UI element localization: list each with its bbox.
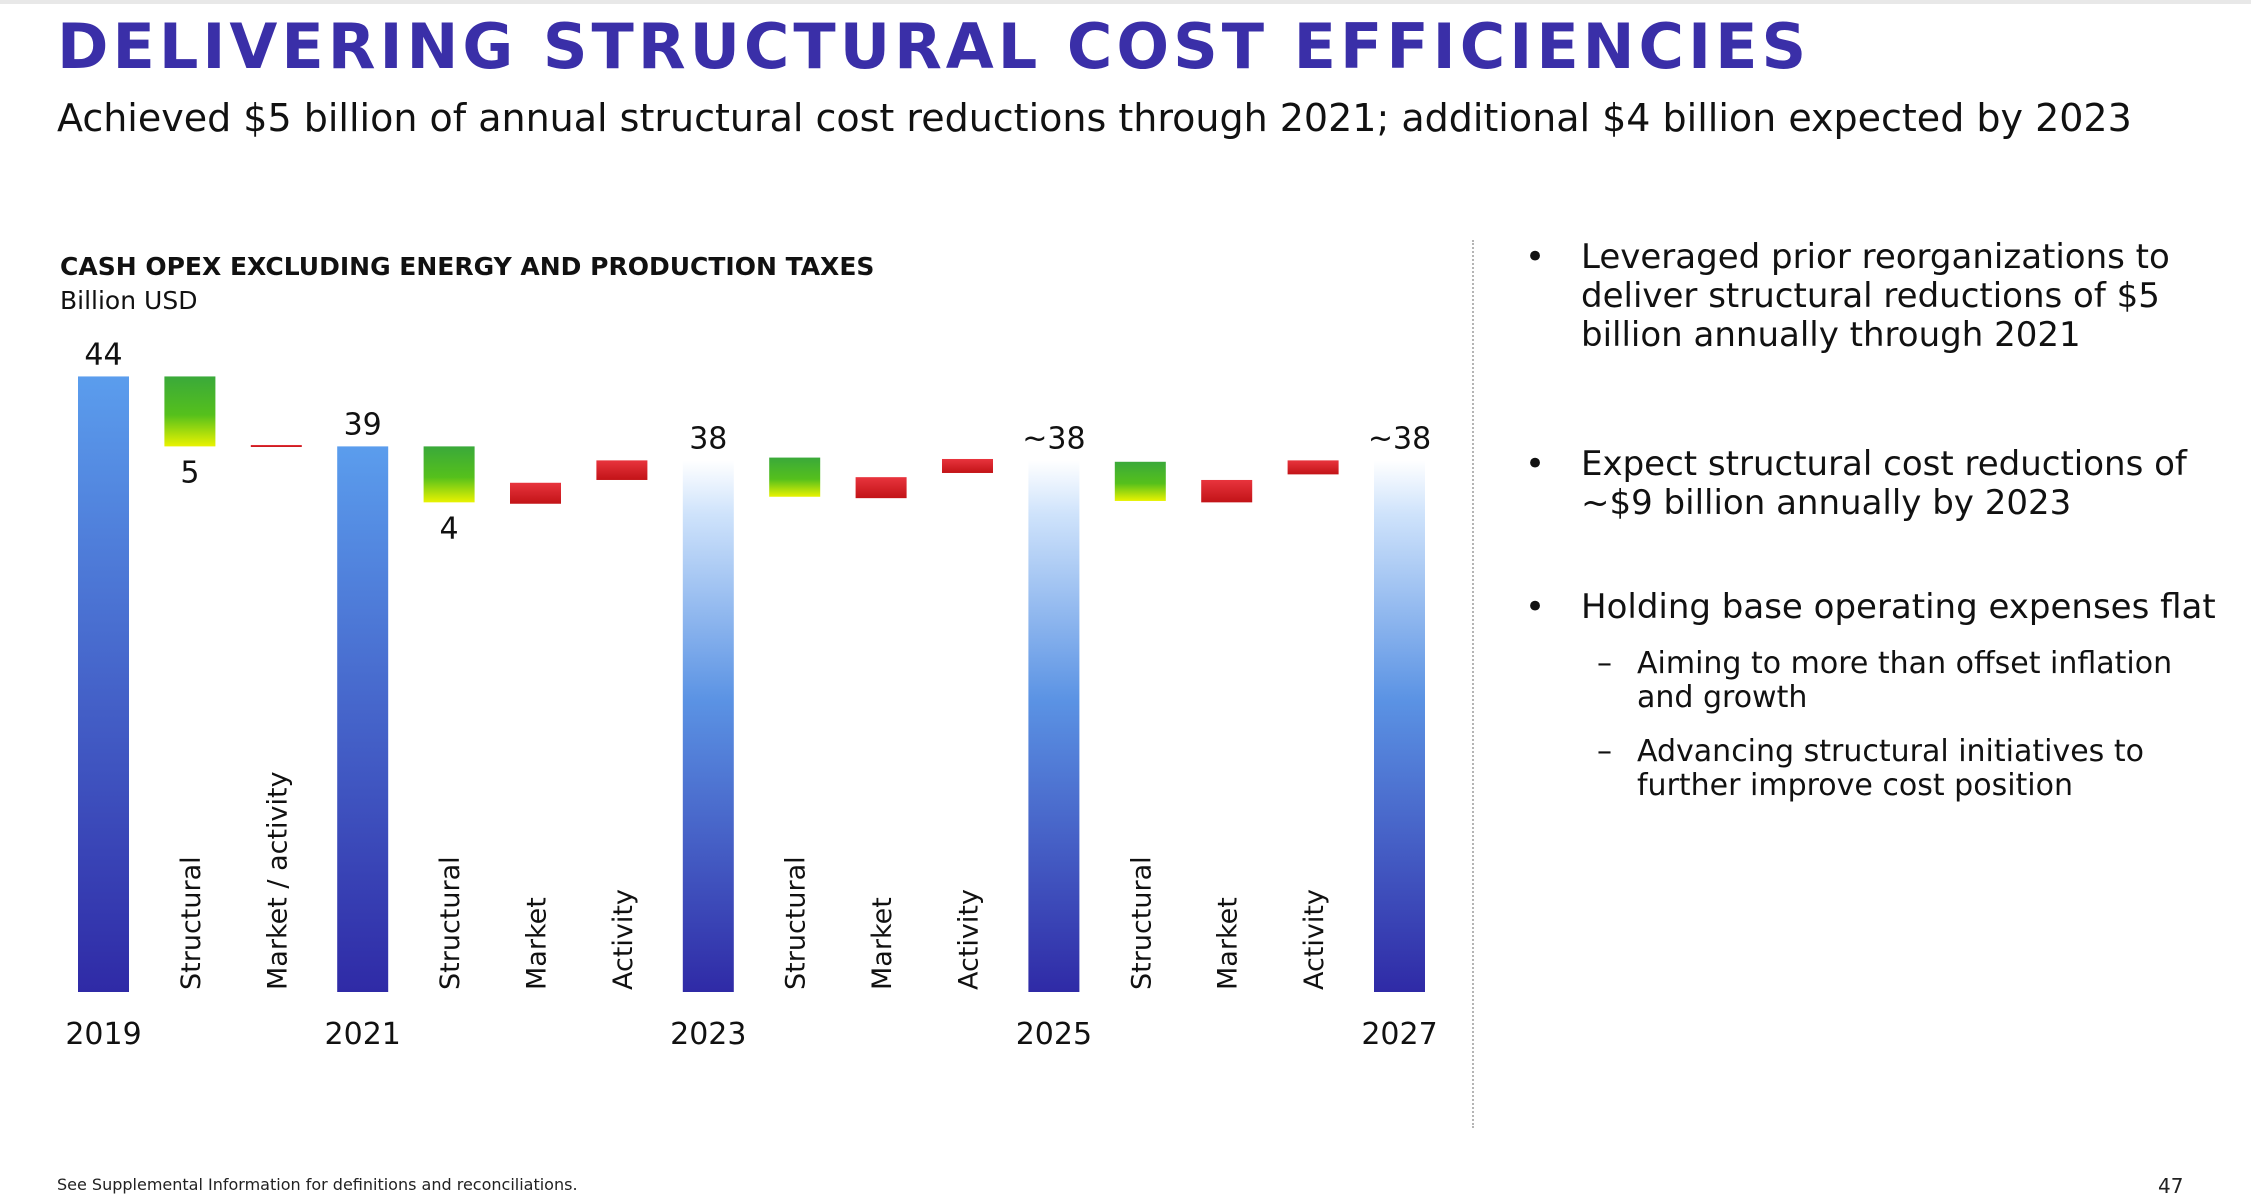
category-label: Structural xyxy=(435,856,466,990)
sub-bullet-dash: – xyxy=(1597,734,1612,769)
bullet-dot: • xyxy=(1525,237,1546,277)
chart-unit-label: Billion USD xyxy=(60,286,198,315)
bar-2025 xyxy=(1028,460,1080,992)
page-title: DELIVERING STRUCTURAL COST EFFICIENCIES xyxy=(57,10,1811,83)
bar-market xyxy=(1201,479,1253,503)
bullet-item: • Expect structural cost reductions of ~… xyxy=(1525,445,2225,523)
category-label: Activity xyxy=(1299,889,1330,990)
category-label: Structural xyxy=(1126,856,1157,990)
waterfall-chart: 44 2019 5 Structural Market / activity 39 2021… xyxy=(65,337,1437,1052)
category-label: Market / activity xyxy=(262,771,293,990)
bar-activity xyxy=(1287,460,1339,475)
category-label: Market xyxy=(867,897,898,990)
category-label: Structural xyxy=(781,856,812,990)
page-subtitle: Achieved $5 billion of annual structural… xyxy=(57,96,2132,140)
bar-activity xyxy=(942,458,993,473)
sub-bullet-text: Advancing structural initiatives to furt… xyxy=(1637,734,2144,803)
data-label: 4 xyxy=(440,511,459,546)
footnote: See Supplemental Information for definit… xyxy=(57,1175,578,1194)
category-label: Market xyxy=(522,897,553,990)
x-tick-label: 2025 xyxy=(1016,1017,1092,1052)
data-label: ~38 xyxy=(1022,421,1085,456)
data-label: 39 xyxy=(344,407,382,442)
top-rule xyxy=(0,0,2251,4)
bar-2019 xyxy=(78,376,129,992)
bar-structural xyxy=(423,446,475,503)
bar-activity xyxy=(596,460,648,480)
data-label: 44 xyxy=(84,337,122,372)
sub-bullet-text: Aiming to more than offset inflation and… xyxy=(1637,646,2173,715)
bullet-dot: • xyxy=(1525,444,1546,484)
bar-market xyxy=(855,477,907,499)
commentary-list: • Leveraged prior reorganizations to del… xyxy=(1525,238,2225,803)
x-tick-label: 2019 xyxy=(65,1017,141,1052)
bullet-item: • Holding base operating expenses flat xyxy=(1525,588,2225,627)
data-label: ~38 xyxy=(1368,421,1431,456)
bullet-text: Leveraged prior reorganizations to deliv… xyxy=(1581,237,2170,355)
bar-market-activity xyxy=(250,444,302,447)
vertical-divider xyxy=(1472,240,1474,1128)
bar-2023 xyxy=(682,460,734,992)
data-label: 38 xyxy=(689,421,727,456)
category-label: Structural xyxy=(176,856,207,990)
bar-2027 xyxy=(1374,460,1425,992)
page-number: 47 xyxy=(2158,1174,2184,1198)
category-label: Market xyxy=(1213,897,1244,990)
sub-bullet-item: – Advancing structural initiatives to fu… xyxy=(1525,735,2225,803)
x-tick-label: 2021 xyxy=(325,1017,401,1052)
x-tick-label: 2023 xyxy=(670,1017,746,1052)
bar-market xyxy=(510,482,561,504)
bar-2021 xyxy=(337,446,389,992)
chart-title: CASH OPEX EXCLUDING ENERGY AND PRODUCTIO… xyxy=(60,252,875,281)
bullet-text: Holding base operating expenses flat xyxy=(1581,587,2216,627)
bar-structural xyxy=(769,457,821,497)
sub-bullet-item: – Aiming to more than offset inflation a… xyxy=(1525,647,2225,715)
bar-structural xyxy=(1114,461,1166,501)
data-label: 5 xyxy=(180,455,199,490)
category-label: Activity xyxy=(608,889,639,990)
bullet-text: Expect structural cost reductions of ~$9… xyxy=(1581,444,2187,523)
x-tick-label: 2027 xyxy=(1361,1017,1437,1052)
category-label: Activity xyxy=(954,889,985,990)
bullet-item: • Leveraged prior reorganizations to del… xyxy=(1525,238,2225,355)
bullet-dot: • xyxy=(1525,587,1546,627)
bar-structural xyxy=(164,376,216,447)
sub-bullet-dash: – xyxy=(1597,646,1612,681)
